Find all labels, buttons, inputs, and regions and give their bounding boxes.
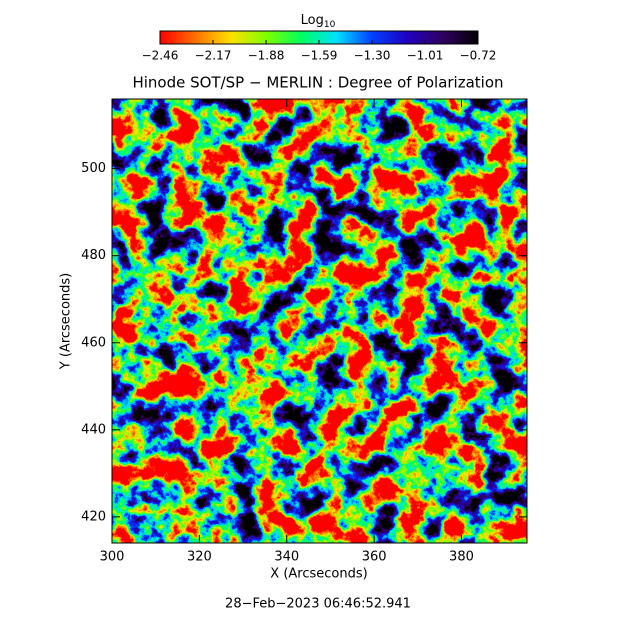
colorbar-tick-label: −1.30 <box>354 49 391 63</box>
y-axis-label: Y (Arcseconds) <box>59 273 74 370</box>
y-tick-label: 460 <box>81 335 106 350</box>
colorbar-tick-label: −1.59 <box>301 49 338 63</box>
plot-frame <box>111 98 528 544</box>
y-tick-label: 480 <box>81 248 106 263</box>
colorbar-title: Log10 <box>301 13 336 30</box>
x-tick-label: 340 <box>274 550 299 565</box>
y-tick-label: 500 <box>81 161 106 176</box>
y-tick-label: 440 <box>81 422 106 437</box>
x-axis-label: X (Arcseconds) <box>270 567 367 582</box>
colorbar-tick-label: −1.88 <box>248 49 285 63</box>
colorbar-tick-label: −1.01 <box>407 49 444 63</box>
chart-title: Hinode SOT/SP − MERLIN : Degree of Polar… <box>132 74 503 92</box>
x-tick-label: 360 <box>362 550 387 565</box>
colorbar-tick-label: −2.17 <box>195 49 232 63</box>
x-tick-label: 320 <box>187 550 212 565</box>
timestamp: 28−Feb−2023 06:46:52.941 <box>225 597 411 612</box>
colorbar-tick-label: −0.72 <box>460 49 497 63</box>
x-tick-label: 380 <box>449 550 474 565</box>
x-tick-label: 300 <box>100 550 125 565</box>
colorbar-tick-label: −2.46 <box>142 49 179 63</box>
y-tick-label: 420 <box>81 509 106 524</box>
polarization-map <box>112 99 527 543</box>
